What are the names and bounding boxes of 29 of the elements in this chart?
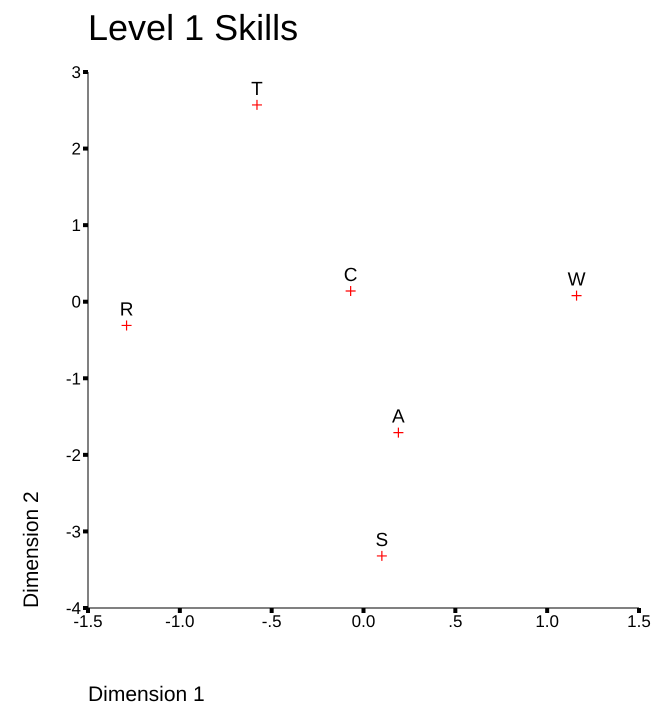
x-tick-label: -.5 [262, 612, 282, 632]
point [251, 99, 263, 111]
y-tick-label: 2 [72, 140, 81, 159]
point [392, 427, 404, 438]
chart-title: Level 1 Skills [88, 7, 298, 48]
x-tick-label: 0.0 [352, 612, 376, 632]
x-tick-label: .5 [448, 612, 462, 632]
point [570, 290, 582, 302]
annotation: W [568, 270, 586, 291]
y-axis-title: Dimension 2 [20, 491, 44, 608]
point [376, 550, 388, 562]
annotation: C [344, 264, 358, 286]
point [345, 285, 356, 297]
y-tick-label: 3 [72, 63, 81, 82]
annotation: R [120, 299, 134, 320]
y-tick-label: 1 [72, 216, 81, 236]
y-tick-label: -1 [66, 369, 81, 388]
y-tick-label: 0 [72, 292, 81, 312]
y-tick-label: -2 [66, 446, 81, 465]
annotation: A [392, 406, 406, 428]
point [120, 320, 132, 332]
x-axis-title: Dimension 1 [88, 683, 205, 707]
annotation: S [376, 530, 388, 551]
x-tick-label: 1.5 [627, 612, 651, 632]
annotation: T [251, 78, 264, 100]
x-tick-label: 1.0 [535, 612, 559, 632]
x-tick-label: -1.0 [165, 612, 194, 632]
y-tick-label: -3 [66, 522, 81, 542]
y-tick-label: -4 [66, 599, 81, 618]
